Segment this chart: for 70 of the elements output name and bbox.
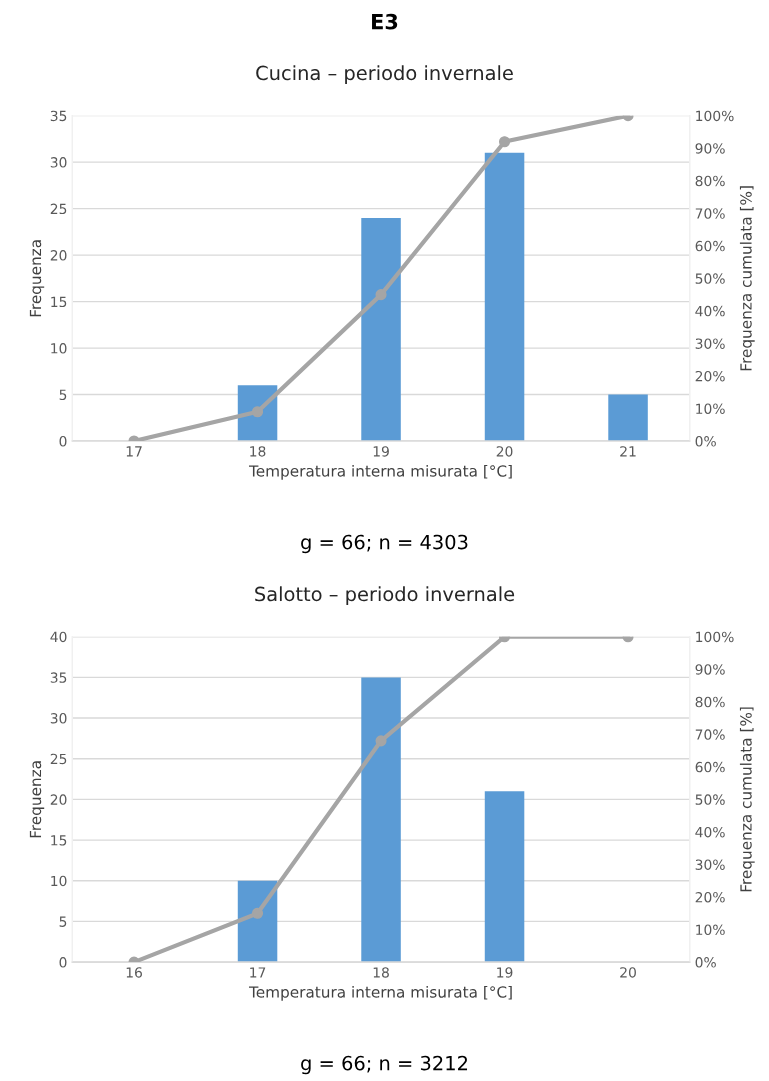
x-tick-label: 17 — [250, 967, 266, 978]
x-tick-label: 21 — [620, 446, 636, 457]
y2-axis-title: Frequenza cumulata [%] — [739, 707, 755, 892]
y-axis-title: Frequenza — [29, 761, 45, 838]
y-tick-label: 0 — [59, 957, 67, 968]
chart-title: Salotto – periodo invernale — [255, 586, 515, 606]
y-tick-label: 5 — [59, 389, 67, 401]
x-tick-label: 17 — [126, 446, 142, 457]
point — [375, 289, 387, 301]
y2-tick-label: 20% — [695, 891, 725, 903]
y2-tick-label: 90% — [695, 143, 725, 154]
y-tick-label: 10 — [51, 875, 67, 887]
y2-tick-label: 70% — [695, 208, 725, 219]
y-tick-label: 35 — [50, 672, 67, 683]
x-tick-label: 16 — [126, 967, 142, 978]
y2-tick-label: 10% — [696, 924, 725, 936]
y2-tick-label: 100% — [696, 110, 734, 122]
y2-tick-label: 0% — [695, 957, 716, 968]
x-tick-label: 19 — [497, 967, 513, 978]
y-tick-label: 15 — [51, 835, 67, 846]
point — [251, 406, 264, 418]
y2-tick-label: 80% — [695, 696, 725, 708]
bar — [608, 394, 648, 442]
y2-tick-label: 40% — [695, 826, 725, 838]
y-tick-label: 10 — [51, 343, 67, 354]
text: g = 66; n = 3212 — [301, 1055, 468, 1075]
y2-tick-label: 100% — [696, 631, 734, 643]
y-tick-label: 40 — [50, 631, 67, 643]
bar — [484, 791, 525, 963]
chart-subtitle: Cucina – periodo invernale — [256, 65, 513, 85]
y-tick-label: 0 — [59, 436, 67, 447]
x-axis-title: Temperatura interna misurata [°C] — [248, 464, 512, 480]
chart-title: E3 — [372, 13, 398, 30]
y-tick-label: 20 — [50, 794, 67, 805]
bar — [237, 880, 278, 963]
x-tick-label: 19 — [373, 446, 389, 457]
y-tick-label: 25 — [50, 203, 67, 215]
y-axis-title: Frequenza — [29, 240, 45, 317]
y-tick-label: 35 — [50, 110, 67, 122]
y-tick-label: 5 — [59, 916, 67, 927]
y2-tick-label: 50% — [695, 273, 725, 284]
y2-axis-title: Frequenza cumulata [%] — [739, 186, 755, 371]
y2-tick-label: 20% — [695, 370, 725, 382]
bar — [484, 152, 525, 442]
y2-tick-label: 30% — [695, 338, 725, 349]
x-tick-label: 20 — [496, 446, 513, 457]
y2-tick-label: 60% — [695, 240, 725, 252]
bar — [361, 677, 401, 963]
y-tick-label: 30 — [50, 713, 67, 724]
x-tick-label: 20 — [620, 967, 636, 978]
point — [251, 907, 264, 919]
y2-tick-label: 10% — [696, 403, 725, 414]
text: g = 66; n = 4303 — [301, 534, 468, 554]
x-axis-title: Temperatura interna misurata [°C] — [248, 985, 512, 1001]
point — [375, 735, 387, 747]
y-tick-label: 25 — [50, 753, 67, 765]
y2-tick-label: 60% — [695, 761, 725, 773]
y2-tick-label: 50% — [695, 794, 725, 805]
y2-tick-label: 70% — [695, 729, 725, 740]
bar — [361, 217, 401, 442]
x-tick-label: 18 — [373, 967, 389, 978]
y2-tick-label: 40% — [695, 305, 725, 317]
y-tick-label: 15 — [51, 296, 67, 308]
y2-tick-label: 80% — [695, 175, 725, 187]
y-tick-label: 20 — [50, 250, 67, 261]
y-tick-label: 30 — [50, 157, 67, 168]
y2-tick-label: 0% — [695, 436, 716, 447]
y2-tick-label: 30% — [695, 859, 725, 870]
x-tick-label: 18 — [250, 446, 266, 457]
y2-tick-label: 90% — [695, 664, 725, 675]
